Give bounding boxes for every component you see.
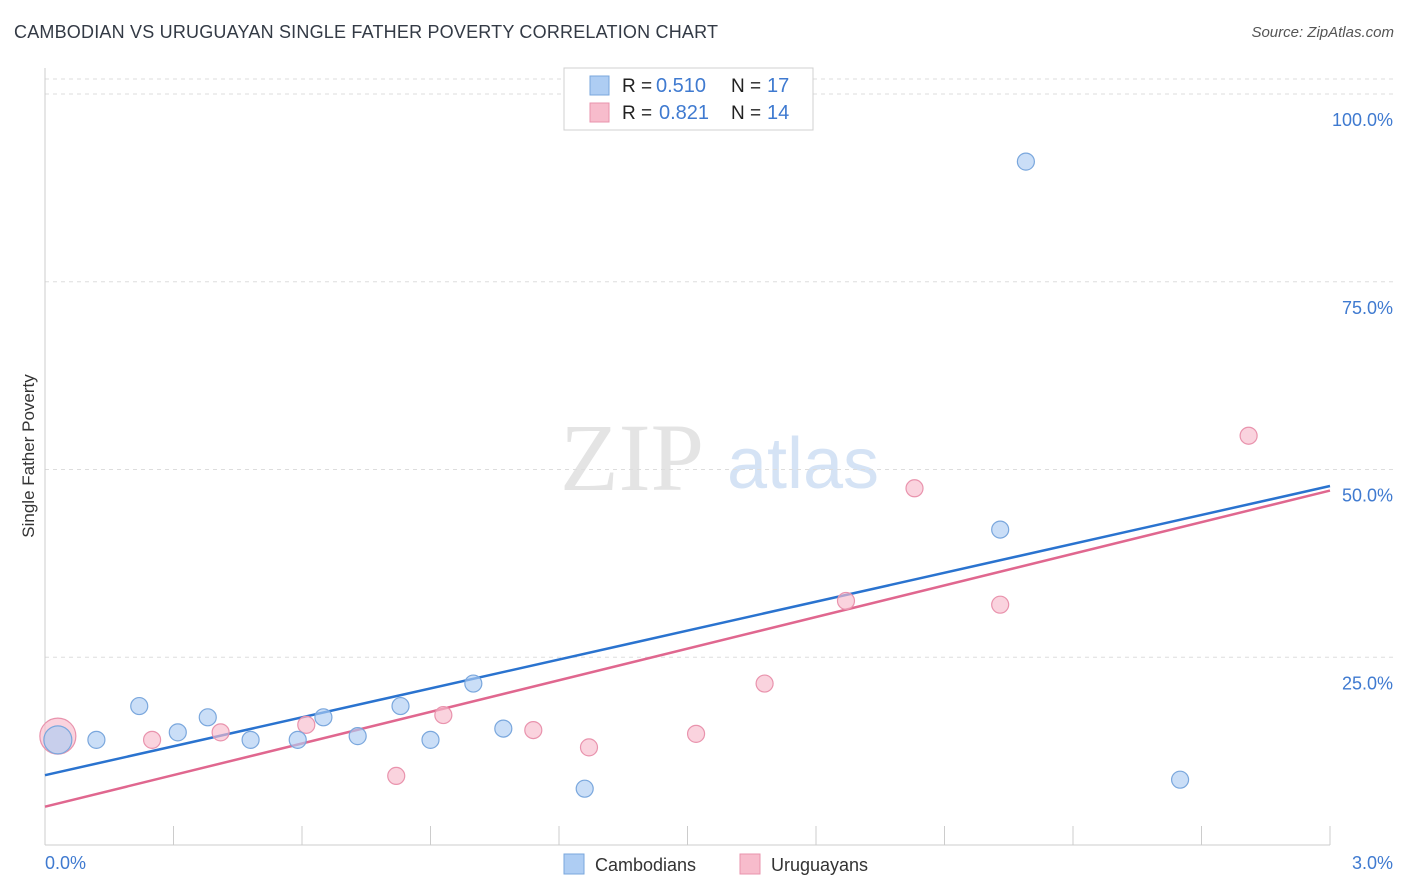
- point-cambodian: [130, 696, 149, 716]
- bottom-legend-label-uruguayans: Uruguayans: [771, 855, 868, 875]
- bottom-legend: Cambodians Uruguayans: [563, 853, 868, 875]
- trendlines: [44, 484, 1331, 808]
- point-uruguayan: [1239, 426, 1258, 445]
- point-cambodian: [87, 730, 106, 749]
- chart-title: CAMBODIAN VS URUGUAYAN SINGLE FATHER POV…: [14, 22, 719, 42]
- watermark-atlas: atlas: [727, 424, 879, 504]
- point-cambodian: [575, 779, 594, 798]
- legend-r-value: 0.510: [656, 75, 706, 97]
- point-cambodian: [991, 520, 1010, 539]
- point-cambodian: [314, 708, 333, 727]
- tick-labels: 25.0% 50.0% 75.0% 100.0%: [1332, 110, 1393, 693]
- point-cambodian: [464, 674, 483, 693]
- legend-r-value: 0.821: [659, 102, 709, 124]
- x-ticks: [173, 826, 1331, 845]
- point-cambodian: [494, 719, 513, 738]
- point-uruguayan: [991, 595, 1010, 614]
- point-cambodian: [288, 730, 307, 749]
- point-uruguayan: [211, 723, 230, 742]
- source-label: Source: ZipAtlas.com: [1251, 24, 1394, 41]
- point-cambodian: [421, 730, 440, 749]
- point-cambodian: [198, 708, 217, 727]
- x-tick-label-max: 3.0%: [1352, 853, 1393, 873]
- scatter-points: [39, 152, 1258, 798]
- y-tick-label: 75.0%: [1342, 298, 1393, 318]
- point-uruguayan: [297, 715, 316, 734]
- point-cambodian: [348, 727, 367, 746]
- y-tick-label: 50.0%: [1342, 486, 1393, 506]
- legend-n-label: N =: [731, 76, 761, 97]
- point-uruguayan: [755, 674, 774, 693]
- trendline-uruguayan: [44, 489, 1331, 808]
- legend-n-label: N =: [731, 103, 761, 124]
- point-cambodian: [1170, 770, 1190, 789]
- bottom-legend-label-cambodians: Cambodians: [595, 855, 696, 875]
- point-uruguayan: [686, 724, 706, 743]
- point-uruguayan: [387, 766, 406, 786]
- legend-n-value: 14: [767, 102, 789, 124]
- legend-r-label: R =: [622, 103, 652, 124]
- point-uruguayan: [142, 730, 162, 749]
- legend-swatch-uruguayans: [589, 102, 610, 123]
- bottom-legend-swatch-cambodians: [563, 853, 585, 875]
- point-cambodian: [391, 696, 410, 716]
- point-uruguayan: [524, 720, 543, 740]
- legend-r-label: R =: [622, 76, 652, 97]
- point-uruguayan: [579, 738, 599, 757]
- x-tick-label-min: 0.0%: [45, 853, 86, 873]
- point-cambodian: [1016, 152, 1035, 171]
- legend-swatch-cambodians: [589, 75, 610, 96]
- bottom-legend-swatch-uruguayans: [739, 853, 761, 875]
- point-cambodian: [241, 730, 260, 749]
- trendline-cambodian: [44, 484, 1331, 777]
- legend-n-value: 17: [767, 75, 789, 97]
- y-axis-label: Single Father Poverty: [19, 374, 38, 538]
- point-cambodian: [168, 723, 187, 742]
- point-uruguayan: [836, 591, 856, 611]
- watermark-zip: ZIP: [560, 404, 704, 511]
- y-tick-label: 25.0%: [1342, 673, 1393, 693]
- point-uruguayan: [905, 479, 924, 498]
- point-cambodian: [43, 725, 73, 755]
- point-uruguayan: [434, 705, 453, 725]
- gridlines: [45, 78, 1393, 658]
- y-tick-label: 100.0%: [1332, 110, 1393, 130]
- legend-box: R = 0.510 N = 17 R = 0.821 N = 14: [563, 67, 814, 131]
